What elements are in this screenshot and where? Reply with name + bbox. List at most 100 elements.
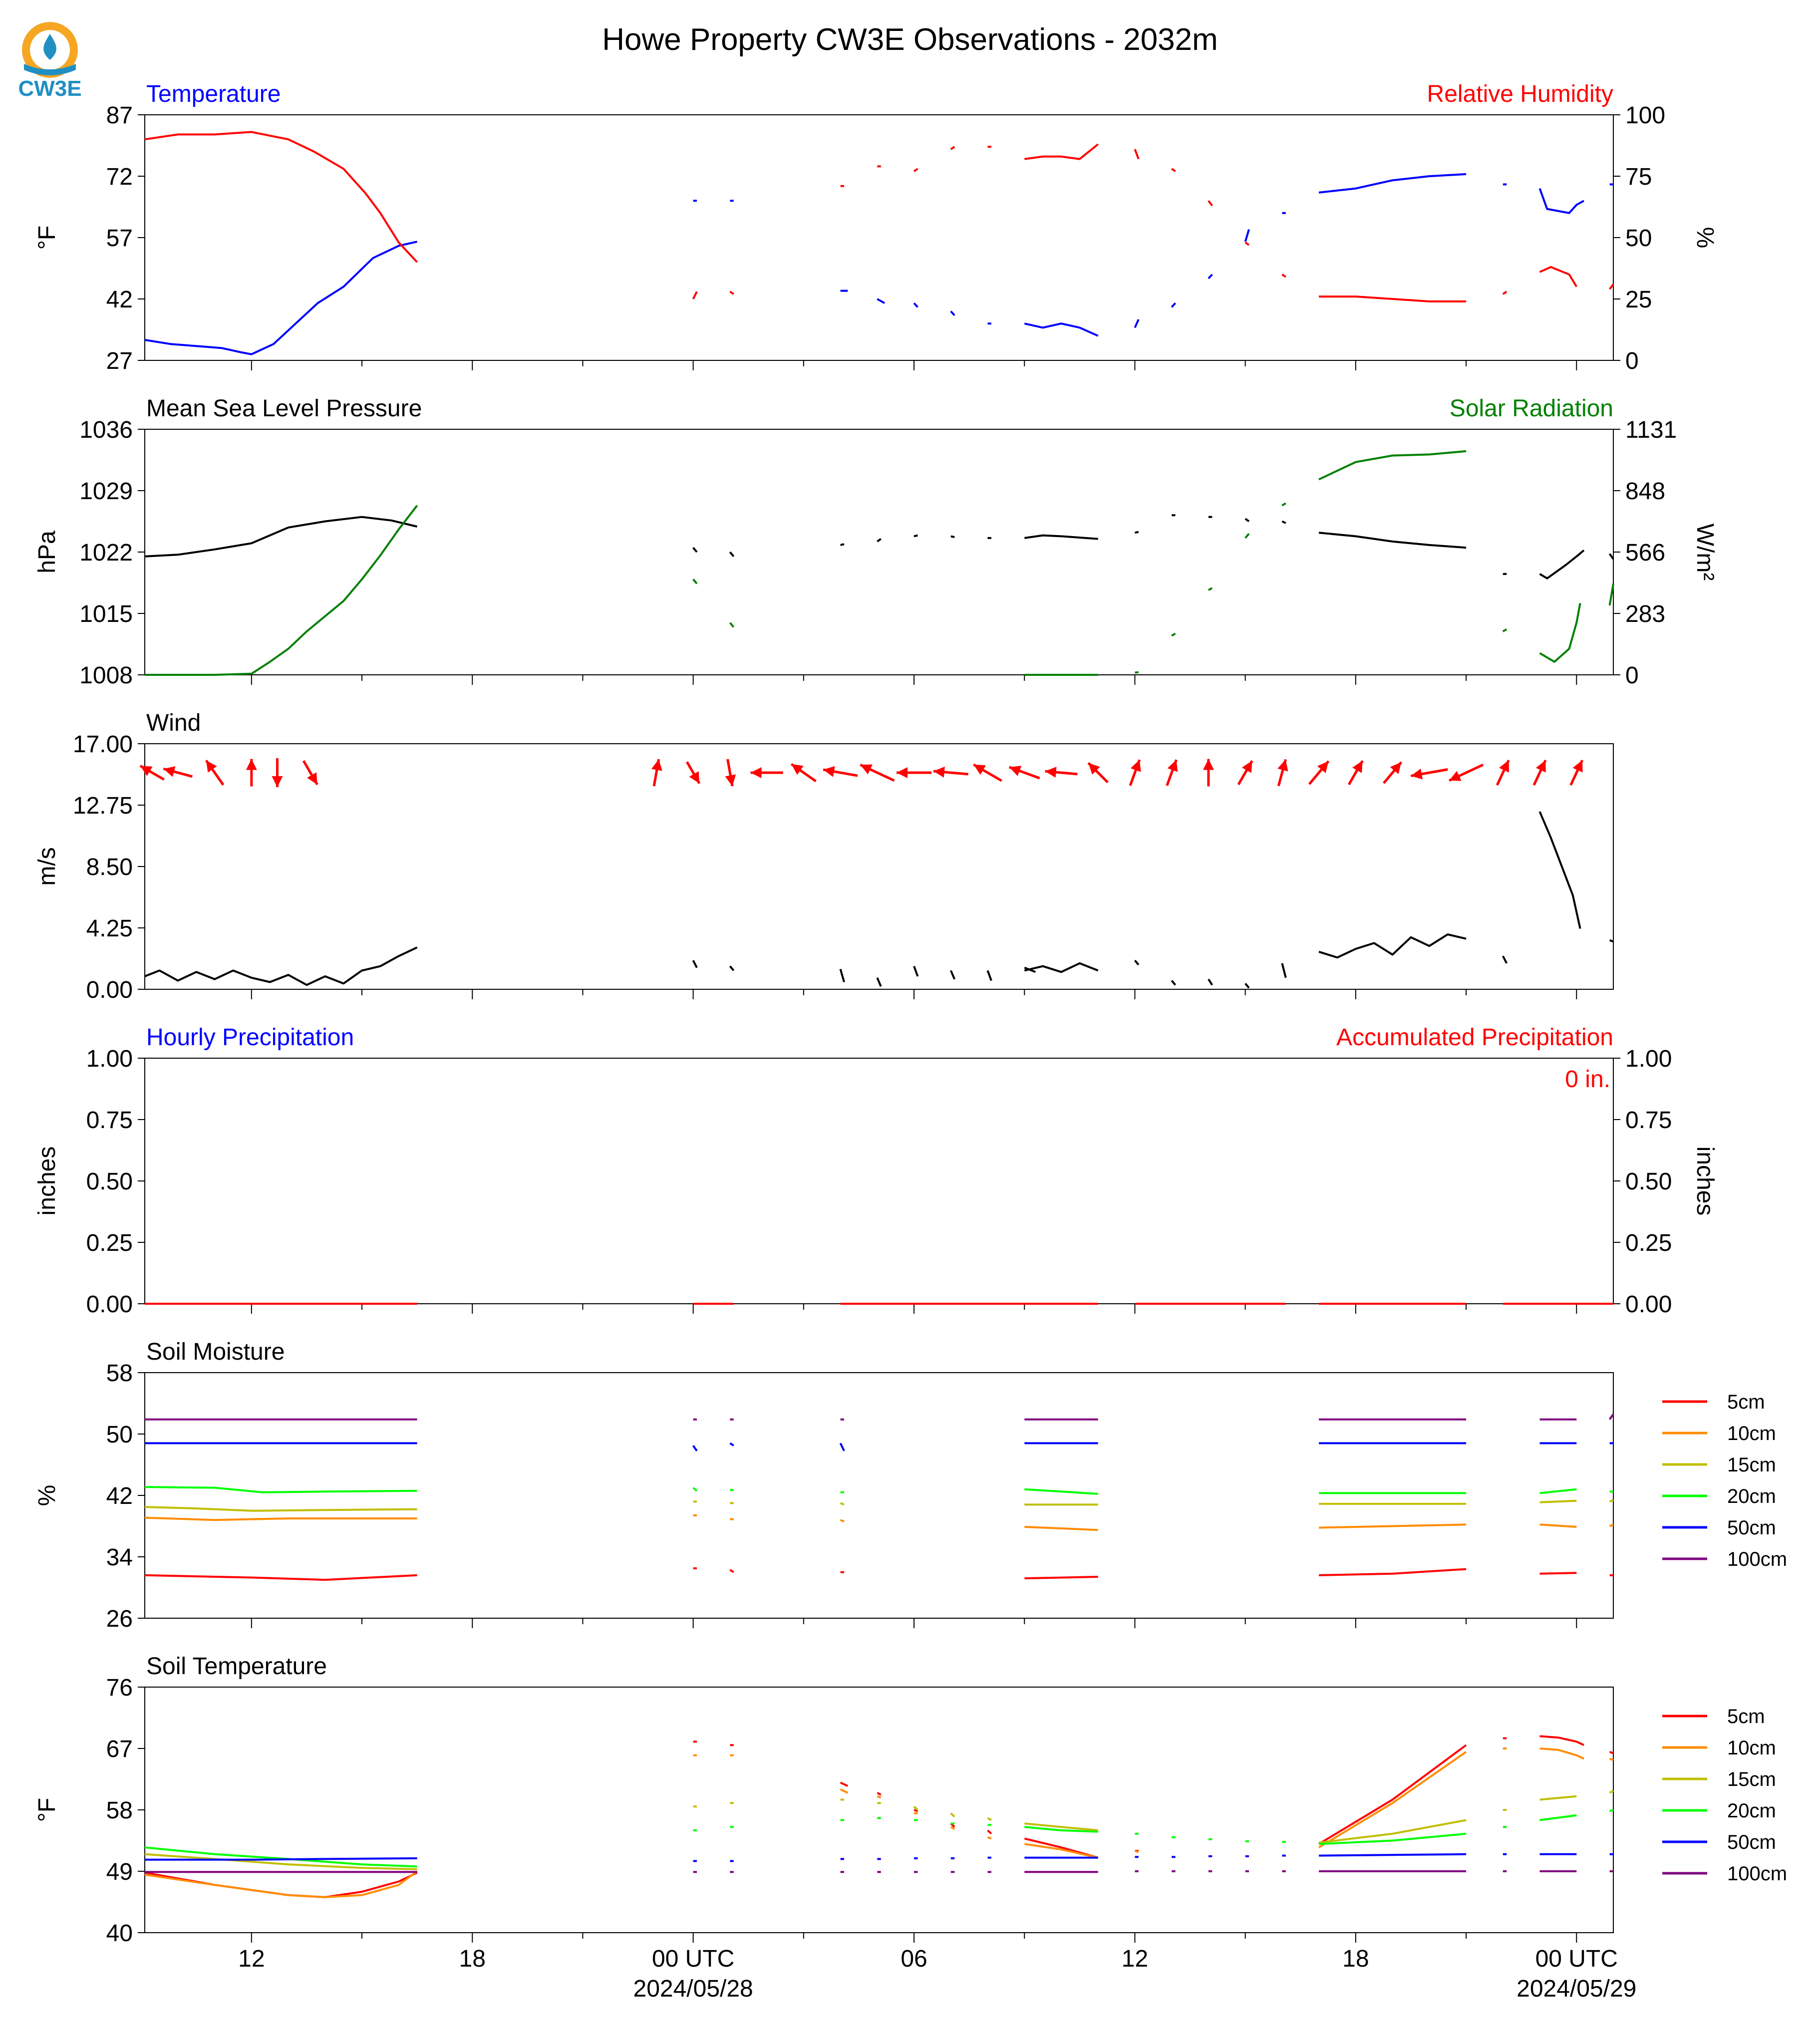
wind-arrow — [651, 759, 662, 787]
series-line-blue — [144, 241, 418, 355]
series-line-black — [729, 551, 735, 558]
panel-title-left: Soil Temperature — [146, 1653, 327, 1680]
y-tick-label-right: 1131 — [1625, 417, 1677, 443]
legend-label: 100cm — [1727, 1863, 1787, 1885]
series-line-red — [1024, 143, 1099, 160]
wind-arrow-head — [750, 767, 762, 778]
y-axis-label-left: hPa — [34, 531, 60, 574]
series-line-50cm — [729, 1442, 734, 1447]
series-line-5cm — [1609, 1750, 1614, 1754]
y-axis-label-right: inches — [1692, 1147, 1718, 1216]
wind-arrow — [860, 763, 895, 782]
series-line-20cm — [1609, 1809, 1614, 1812]
series-line-100cm — [1608, 1413, 1614, 1420]
series-line-blue — [913, 302, 918, 308]
legend-label: 100cm — [1727, 1548, 1787, 1570]
logo-wave-icon — [24, 64, 76, 75]
series-line-15cm — [144, 1506, 417, 1512]
panel-title-right: Relative Humidity — [1427, 81, 1613, 107]
wind-arrow-head — [973, 764, 986, 775]
series-line-green — [1539, 603, 1581, 663]
x-tick-label: 18 — [459, 1946, 486, 1972]
legend-label: 50cm — [1727, 1517, 1776, 1539]
series-line-green — [1502, 628, 1508, 632]
series-line-green — [1171, 632, 1176, 637]
series-line-5cm — [1539, 1572, 1577, 1575]
series-line-red — [1134, 149, 1140, 160]
series-line-red — [1609, 284, 1614, 290]
series-line-blue — [877, 298, 886, 304]
series-line-red — [950, 146, 955, 150]
series-line-10cm — [950, 1826, 955, 1830]
series-line-black — [1318, 532, 1467, 549]
y-tick-label-left: 0.00 — [86, 977, 133, 1003]
series-line-green — [1135, 671, 1139, 674]
series-line-black — [1608, 553, 1614, 560]
series-line-red — [1539, 266, 1578, 288]
series-line-black — [1244, 518, 1250, 523]
series-line-black — [1539, 549, 1585, 579]
wind-arrow — [823, 766, 858, 777]
series-line-black — [1135, 531, 1139, 534]
wind-arrow-head — [1411, 768, 1423, 780]
wind-arrow — [685, 761, 701, 784]
legend-label: 50cm — [1727, 1831, 1776, 1853]
wind-arrow — [1383, 761, 1403, 784]
x-tick-label: 12 — [238, 1946, 265, 1972]
wind-arrow-head — [1009, 766, 1022, 776]
figure-title: Howe Property CW3E Observations - 2032m — [602, 22, 1218, 57]
series-line-red — [1244, 242, 1250, 246]
panel-wind: 17.00 12.75 8.50 4.25 0.00 m/s Wind — [34, 710, 1614, 1003]
series-line-blue — [950, 310, 955, 316]
y-tick-label-left: 0.75 — [86, 1107, 133, 1134]
wind-arrow — [1203, 759, 1214, 787]
wind-arrow-head — [1572, 760, 1583, 773]
wind-arrow-head — [1317, 761, 1329, 773]
y-tick-label-right: 50 — [1625, 225, 1652, 252]
series-line-red — [729, 290, 734, 295]
series-line-5cm — [877, 1792, 882, 1796]
wind-arrow — [973, 763, 1002, 782]
y-tick-label-left: 1.00 — [86, 1046, 133, 1072]
series-line-15cm — [1539, 1795, 1577, 1801]
series-line-15cm — [840, 1502, 845, 1506]
series-line-black — [692, 547, 698, 553]
wind-arrow-head — [1130, 760, 1141, 772]
wind-arrow — [1410, 768, 1448, 780]
series-line-black — [913, 966, 919, 977]
panel-precipitation: 1.00 0.75 0.50 0.25 0.00 1.00 0.75 0.50 0.25 0.00… — [34, 1024, 1718, 1318]
y-axis-label-left: inches — [34, 1147, 60, 1216]
wind-arrow-head — [140, 766, 153, 776]
series-line-5cm — [729, 1569, 734, 1573]
logo-text: CW3E — [18, 76, 81, 101]
wind-arrow — [1045, 767, 1078, 778]
x-date-label: 2024/05/28 — [633, 1976, 753, 2002]
series-line-5cm — [987, 1829, 992, 1835]
y-tick-label-left: 1029 — [79, 478, 133, 505]
y-tick-label-left: 0.00 — [86, 1291, 133, 1318]
series-line-5cm — [1319, 1568, 1467, 1576]
series-line-black — [144, 946, 418, 986]
series-line-green — [692, 579, 698, 584]
series-line-20cm — [144, 1486, 417, 1493]
series-line-15cm — [1609, 1789, 1614, 1794]
legend: 5cm 10cm 15cm 20cm 50cm 100cm — [1662, 1391, 1787, 1570]
wind-arrow — [1129, 759, 1141, 786]
series-line-20cm — [692, 1487, 698, 1492]
wind-arrow — [1166, 759, 1178, 786]
y-tick-label-left: 42 — [106, 287, 133, 313]
series-line-black — [1281, 963, 1287, 978]
cw3e-logo: CW3E — [18, 22, 82, 101]
wind-arrow — [205, 759, 225, 786]
wind-arrow-head — [206, 760, 217, 773]
logo-drop-icon — [43, 34, 56, 60]
wind-arrow-head — [307, 772, 317, 785]
y-tick-label-right: 0.50 — [1625, 1168, 1672, 1195]
y-tick-label-right: 0 — [1625, 348, 1639, 374]
series-line-15cm — [1539, 1499, 1577, 1503]
legend-label: 20cm — [1727, 1485, 1776, 1507]
series-line-black — [986, 970, 992, 981]
series-line-black — [1609, 939, 1614, 943]
wind-arrow-head — [1167, 760, 1178, 772]
